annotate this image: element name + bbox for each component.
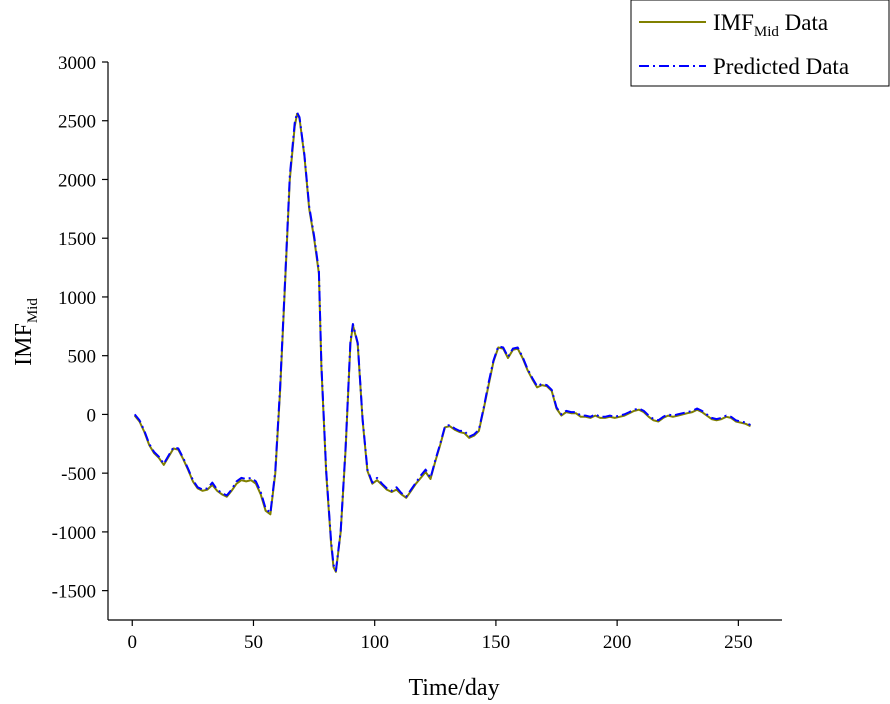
y-tick-label: 2000: [58, 170, 96, 191]
legend-entry-series-1: IMFMid Data: [713, 10, 828, 40]
y-tick-label: -500: [61, 464, 96, 485]
legend-entry-series-1-sub: Mid: [754, 24, 780, 40]
x-axis-label: Time/day: [408, 675, 499, 701]
y-ticks: -1500 -1000 -500 0 500 1000 1500 2000 2500 3000: [52, 53, 108, 603]
x-tick-label: 250: [724, 632, 753, 653]
y-axis-label-sub: Mid: [25, 298, 41, 324]
y-tick-label: -1000: [52, 523, 96, 544]
x-tick-label: 100: [360, 632, 389, 653]
y-tick-label: 3000: [58, 53, 96, 74]
legend-box: [630, 0, 890, 87]
x-tick-label: 50: [244, 632, 263, 653]
x-ticks: 0 50 100 150 200 250: [127, 620, 753, 653]
legend-entry-series-1-main: IMF: [713, 10, 754, 35]
legend-entry-series-2: Predicted Data: [713, 54, 849, 79]
legend: IMFMid Data Predicted Data: [630, 0, 890, 87]
y-axis-label-main: IMF: [11, 323, 37, 366]
plot-lines: [133, 111, 751, 573]
x-tick-label: 0: [127, 632, 137, 653]
series-line-1: [133, 112, 751, 573]
x-tick-label: 200: [603, 632, 632, 653]
y-axis-label: IMFMid: [11, 298, 41, 366]
y-tick-label: 2500: [58, 112, 96, 133]
y-tick-label: 1000: [58, 288, 96, 309]
y-tick-label: 500: [68, 347, 97, 368]
y-tick-label: 1500: [58, 229, 96, 250]
legend-entry-series-1-suffix: Data: [779, 10, 828, 35]
y-tick-label: -1500: [52, 582, 96, 603]
x-tick-label: 150: [482, 632, 511, 653]
series-line-2: [133, 111, 751, 572]
y-tick-label: 0: [87, 405, 97, 426]
